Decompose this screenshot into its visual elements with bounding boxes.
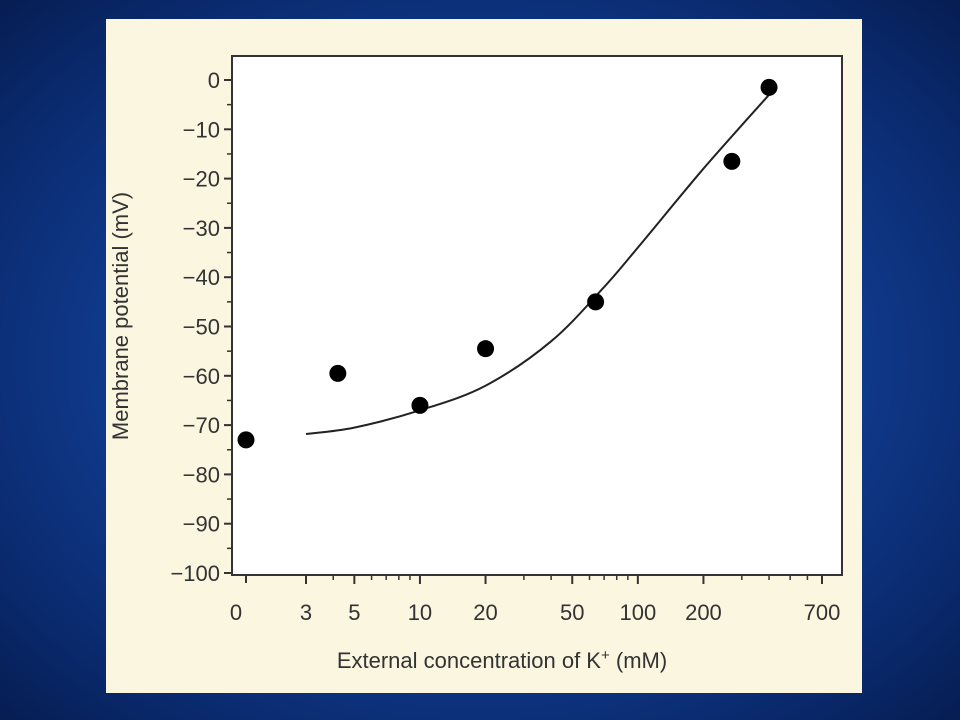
y-tick-label: 0 <box>208 68 220 93</box>
data-point <box>760 78 778 96</box>
x-tick-label: 0 <box>230 600 242 625</box>
x-tick-label: 700 <box>804 600 841 625</box>
data-point <box>329 364 347 382</box>
x-axis-title-superscript: + <box>601 647 610 664</box>
x-tick-label: 20 <box>473 600 497 625</box>
y-axis-title: Membrane potential (mV) <box>108 192 133 440</box>
y-tick-label: −10 <box>183 117 220 142</box>
x-axis-title: External concentration of K+ (mM) <box>337 647 667 673</box>
y-tick-label: −100 <box>170 561 220 586</box>
x-tick-label: 10 <box>408 600 432 625</box>
y-axis: 0 −10 −20 −30 −40 −50 −60 −70 −80 −90 −100 <box>170 68 232 586</box>
x-tick-label: 200 <box>685 600 722 625</box>
x-tick-label: 100 <box>619 600 656 625</box>
y-tick-label: −30 <box>183 216 220 241</box>
y-tick-label: −90 <box>183 512 220 537</box>
fit-curve <box>305 94 770 435</box>
y-tick-label: −70 <box>183 413 220 438</box>
plot-area <box>231 55 843 576</box>
data-point <box>723 152 741 170</box>
y-tick-label: −60 <box>183 364 220 389</box>
data-point <box>411 396 429 414</box>
y-tick-label: −50 <box>183 315 220 340</box>
data-points <box>237 78 778 449</box>
x-tick-label: 5 <box>348 600 360 625</box>
x-axis-title-main: External concentration of K <box>337 648 601 673</box>
y-tick-label: −20 <box>183 167 220 192</box>
x-tick-label: 50 <box>560 600 584 625</box>
y-tick-label: −80 <box>183 462 220 487</box>
x-tick-label: 3 <box>300 600 312 625</box>
y-tick-label: −40 <box>183 265 220 290</box>
fit-curve-layer <box>305 94 770 435</box>
data-point <box>477 340 495 358</box>
x-axis-title-unit: (mM) <box>610 648 667 673</box>
data-point <box>587 293 605 311</box>
x-axis: 0 3 5 10 20 50 100 200 700 <box>230 575 840 625</box>
data-point <box>237 431 255 449</box>
